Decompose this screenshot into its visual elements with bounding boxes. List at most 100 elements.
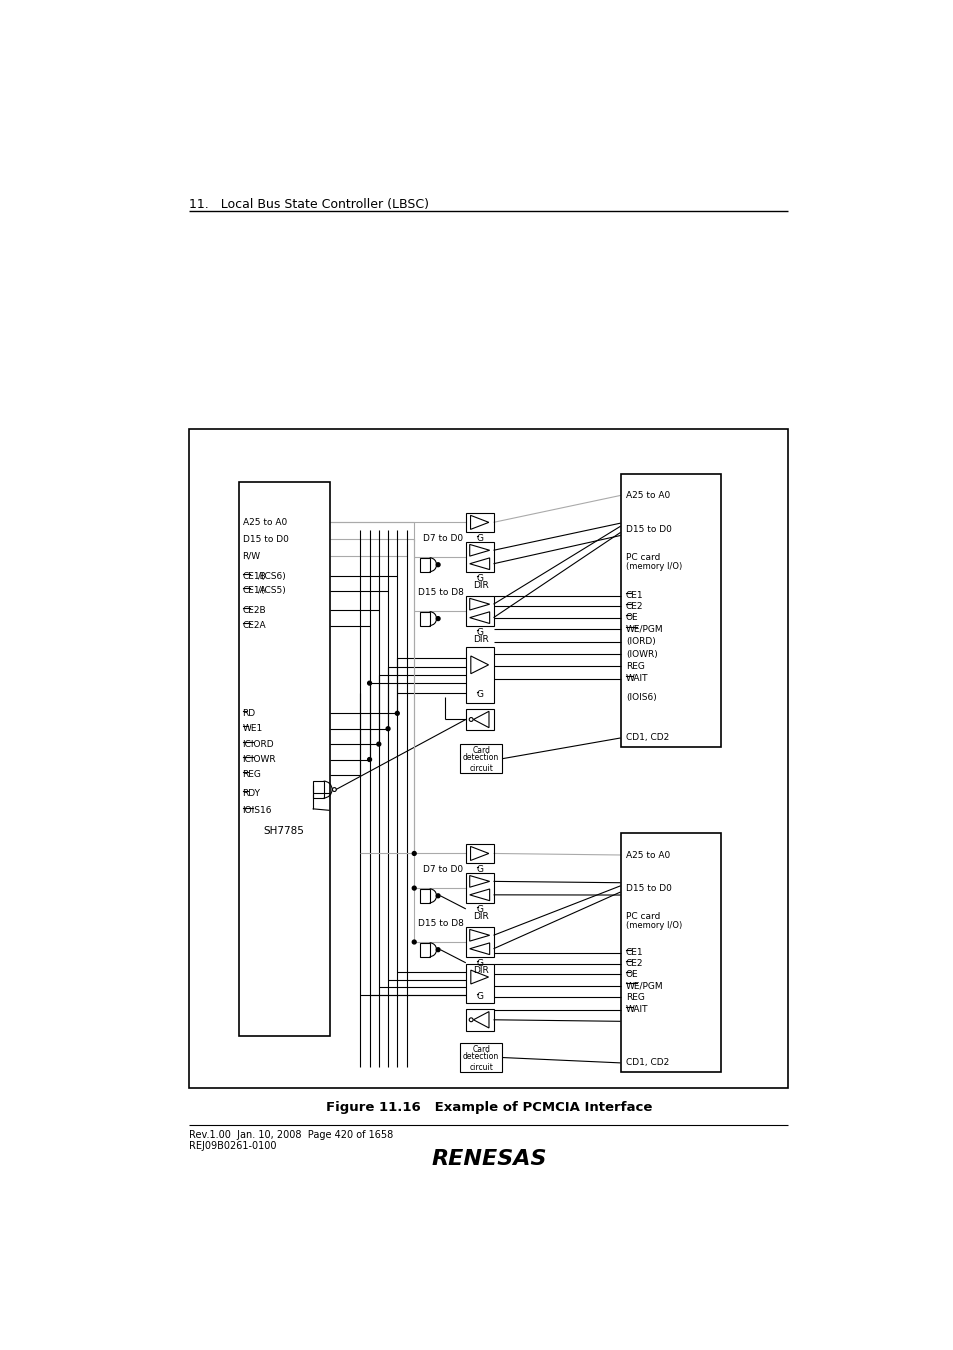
Circle shape xyxy=(412,886,416,890)
Text: (IOIS6): (IOIS6) xyxy=(625,693,656,702)
Text: OE: OE xyxy=(625,969,638,979)
Circle shape xyxy=(395,711,398,716)
Text: REG: REG xyxy=(242,771,261,779)
Text: G: G xyxy=(476,535,483,543)
Text: REG: REG xyxy=(625,662,644,671)
Text: D15 to D0: D15 to D0 xyxy=(625,525,671,533)
Text: CE2B: CE2B xyxy=(242,606,266,614)
Text: A25 to A0: A25 to A0 xyxy=(625,850,670,860)
Text: CE1: CE1 xyxy=(625,591,643,599)
Text: (IOWR): (IOWR) xyxy=(625,649,657,659)
Text: D15 to D8: D15 to D8 xyxy=(417,919,463,927)
Bar xyxy=(465,927,493,957)
Text: A25 to A0: A25 to A0 xyxy=(242,518,287,526)
Text: RDY: RDY xyxy=(242,788,260,798)
Text: Card: Card xyxy=(472,745,490,755)
Text: SH7785: SH7785 xyxy=(263,826,304,836)
Text: WE1: WE1 xyxy=(242,724,262,733)
Bar xyxy=(620,474,720,747)
Text: A25 to A0: A25 to A0 xyxy=(625,491,670,500)
Circle shape xyxy=(367,682,371,684)
Text: RENESAS: RENESAS xyxy=(431,1149,546,1169)
Circle shape xyxy=(412,940,416,944)
Text: DIR: DIR xyxy=(473,634,489,644)
Text: D15 to D0: D15 to D0 xyxy=(242,535,288,544)
Bar xyxy=(420,942,429,957)
Text: /(CS6): /(CS6) xyxy=(257,572,285,580)
Text: /(CS5): /(CS5) xyxy=(257,586,285,595)
Bar xyxy=(420,558,429,571)
Bar xyxy=(465,1008,493,1030)
Text: G: G xyxy=(476,574,483,583)
Text: Figure 11.16   Example of PCMCIA Interface: Figure 11.16 Example of PCMCIA Interface xyxy=(325,1102,652,1114)
Bar xyxy=(465,647,493,702)
Text: Card: Card xyxy=(472,1045,490,1053)
Bar xyxy=(460,744,501,774)
Bar xyxy=(420,612,429,625)
Bar xyxy=(190,429,787,1088)
Bar xyxy=(313,782,323,798)
Bar xyxy=(465,709,493,730)
Text: CD1, CD2: CD1, CD2 xyxy=(625,733,669,743)
Circle shape xyxy=(436,563,439,567)
Text: (IORD): (IORD) xyxy=(625,637,655,647)
Text: DIR: DIR xyxy=(473,913,489,921)
Circle shape xyxy=(376,743,380,747)
Text: WAIT: WAIT xyxy=(625,674,648,683)
Text: G: G xyxy=(476,904,483,914)
Text: DIR: DIR xyxy=(473,580,489,590)
Text: D15 to D8: D15 to D8 xyxy=(417,589,463,597)
Text: G: G xyxy=(476,958,483,968)
Text: CE2: CE2 xyxy=(625,958,643,968)
Text: ICIORD: ICIORD xyxy=(242,740,274,749)
Bar xyxy=(460,1044,501,1072)
Text: CE1B: CE1B xyxy=(242,572,266,580)
Text: RD: RD xyxy=(242,709,255,718)
Text: REG: REG xyxy=(625,994,644,1002)
Text: PC card: PC card xyxy=(625,913,659,921)
Circle shape xyxy=(436,894,439,898)
Text: WE/PGM: WE/PGM xyxy=(625,625,663,634)
Text: CE1A: CE1A xyxy=(242,586,266,595)
Text: CE2A: CE2A xyxy=(242,621,266,630)
Text: CE1: CE1 xyxy=(625,948,643,957)
Bar xyxy=(465,513,493,532)
Bar xyxy=(465,543,493,571)
Bar xyxy=(465,873,493,903)
Text: Rev.1.00  Jan. 10, 2008  Page 420 of 1658: Rev.1.00 Jan. 10, 2008 Page 420 of 1658 xyxy=(190,1130,394,1141)
Text: D7 to D0: D7 to D0 xyxy=(423,865,463,875)
Bar xyxy=(420,888,429,903)
Text: (memory I/O): (memory I/O) xyxy=(625,921,681,930)
Text: (memory I/O): (memory I/O) xyxy=(625,562,681,571)
Text: detection: detection xyxy=(462,1052,498,1061)
Text: D7 to D0: D7 to D0 xyxy=(423,535,463,543)
Bar xyxy=(465,597,493,625)
Circle shape xyxy=(436,948,439,952)
Text: OE: OE xyxy=(625,613,638,622)
Text: CE2: CE2 xyxy=(625,602,643,610)
Circle shape xyxy=(412,852,416,856)
Text: REJ09B0261-0100: REJ09B0261-0100 xyxy=(190,1141,276,1152)
Circle shape xyxy=(386,726,390,730)
Text: 11.   Local Bus State Controller (LBSC): 11. Local Bus State Controller (LBSC) xyxy=(190,198,429,211)
Text: ICIOWR: ICIOWR xyxy=(242,755,275,764)
Circle shape xyxy=(436,617,439,621)
Text: CD1, CD2: CD1, CD2 xyxy=(625,1058,669,1068)
Circle shape xyxy=(367,757,371,761)
Text: circuit: circuit xyxy=(469,764,493,774)
Text: PC card: PC card xyxy=(625,552,659,562)
Bar xyxy=(465,844,493,863)
Text: detection: detection xyxy=(462,753,498,763)
Text: R/W: R/W xyxy=(242,552,260,560)
Text: DIR: DIR xyxy=(473,967,489,975)
Text: IOIS16: IOIS16 xyxy=(242,806,272,815)
Text: circuit: circuit xyxy=(469,1062,493,1072)
Text: WE/PGM: WE/PGM xyxy=(625,981,663,991)
Bar xyxy=(620,833,720,1072)
Text: G: G xyxy=(476,628,483,637)
Text: G: G xyxy=(476,690,483,699)
Text: G: G xyxy=(476,865,483,875)
Bar xyxy=(238,482,329,1035)
Text: G: G xyxy=(476,992,483,1002)
Bar xyxy=(465,964,493,1003)
